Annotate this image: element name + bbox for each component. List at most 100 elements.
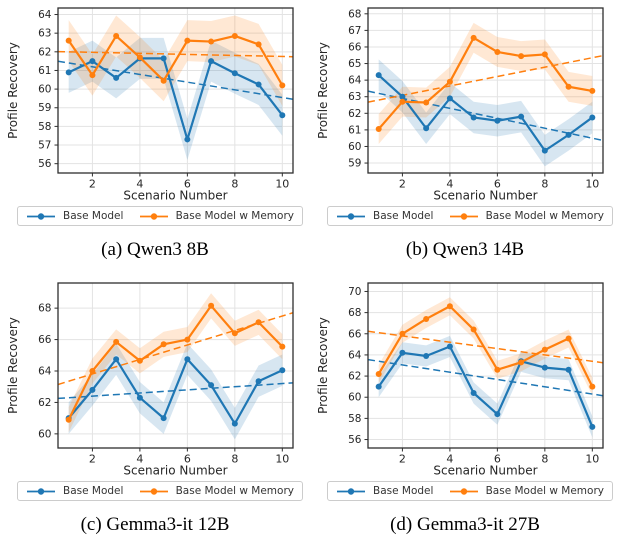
x-axis-label: Scenario Number [433,189,537,201]
x-tick-label: 4 [446,178,453,191]
data-point [136,357,143,364]
data-point [446,78,453,85]
data-point [184,336,191,343]
trend-line [58,50,293,58]
y-tick-label: 60 [348,141,361,153]
data-point [279,82,286,89]
y-tick-label: 63 [38,28,51,40]
legend-label: Base Model w Memory [485,485,604,497]
data-point [113,32,120,39]
data-point [494,366,501,373]
subplot-caption: (d) Gemma3-it 27B [390,514,540,535]
x-tick-label: 10 [585,453,599,466]
x-tick-label: 2 [89,453,96,466]
data-point [541,346,548,353]
legend-label: Base Model w Memory [485,210,604,222]
data-point [231,420,238,427]
y-tick-label: 61 [38,65,51,77]
data-point [589,423,596,430]
axes-frame [367,7,604,174]
data-point [231,70,238,77]
y-tick-label: 63 [348,91,361,103]
x-tick-label: 2 [399,178,406,191]
x-tick-label: 4 [136,178,143,191]
legend-label: Base Model w Memory [175,485,294,497]
y-tick-label: 58 [348,413,361,425]
y-tick-label: 64 [348,75,362,87]
data-point [565,335,572,342]
data-point [470,390,477,396]
data-point [113,356,120,363]
data-point [231,32,238,39]
y-axis-label: Profile Recovery [6,317,20,414]
series-line [377,74,593,152]
data-point [423,352,430,359]
y-tick-label: 61 [348,124,361,136]
x-tick-label: 10 [275,178,289,191]
x-tick-label: 6 [184,453,191,466]
data-point [375,126,382,133]
confidence-band [378,297,593,396]
subplot-qwen3-8b: 56 57 58 59 60 61 62 63 64 2 4 6 8 10 Scenario Number P… [0,0,310,261]
y-tick-label: 56 [348,434,362,446]
x-tick-label: 6 [494,178,501,191]
x-tick-label: 10 [275,453,289,466]
data-point [160,415,167,422]
subplot-gemma3-it-27b: 56 58 60 62 64 66 68 70 2 4 6 8 10 Scenario Number Pro… [310,275,620,536]
axes-frame [57,282,294,449]
data-point [565,131,572,138]
data-point [208,58,215,65]
y-tick-label: 62 [38,46,51,58]
legend-item-memory-model: Base Model w Memory [139,485,294,497]
subplot-caption: (a) Qwen3 8B [101,239,209,260]
legend-label: Base Model [63,485,124,497]
y-tick-label: 59 [348,158,361,170]
memory-model-line-marker-icon [449,487,478,495]
data-point [494,411,501,418]
data-point [184,37,191,44]
tick-marks [54,14,283,177]
data-point [494,117,501,124]
y-tick-label: 60 [38,84,51,96]
memory-model-line-marker-icon [139,212,168,220]
data-point [208,38,215,45]
data-point [399,98,406,105]
data-point [160,77,167,84]
data-point [446,95,453,102]
tick-marks [364,13,593,177]
data-point [184,136,191,143]
tick-marks [364,290,593,452]
base-model-line-marker-icon [337,212,365,220]
data-point [113,338,120,345]
subplot-caption: (c) Gemma3-it 12B [80,514,230,535]
trend-line [58,382,293,400]
confidence-band [378,22,593,144]
x-tick-label: 8 [231,453,238,466]
y-axis-label: Profile Recovery [316,317,330,414]
data-point [160,341,167,348]
data-point [541,51,548,58]
data-point [208,382,215,389]
y-tick-label: 66 [348,328,362,340]
data-point [423,315,430,322]
subplot-caption: (b) Qwen3 14B [405,239,525,260]
series-line [377,345,594,428]
data-point [565,366,572,373]
data-point [518,53,525,60]
y-tick-label: 64 [38,366,52,378]
base-model-line-marker-icon [27,487,55,495]
data-point [136,394,143,401]
y-tick-label: 68 [38,303,51,315]
legend-item-base-model: Base Model [336,210,433,222]
y-tick-label: 68 [348,8,361,20]
data-point [470,34,477,41]
trend-line [368,330,603,364]
axes-frame [367,282,604,449]
data-point [89,368,96,374]
data-point [423,125,430,132]
data-point [375,72,382,79]
data-point [89,386,96,393]
data-point [279,112,286,119]
